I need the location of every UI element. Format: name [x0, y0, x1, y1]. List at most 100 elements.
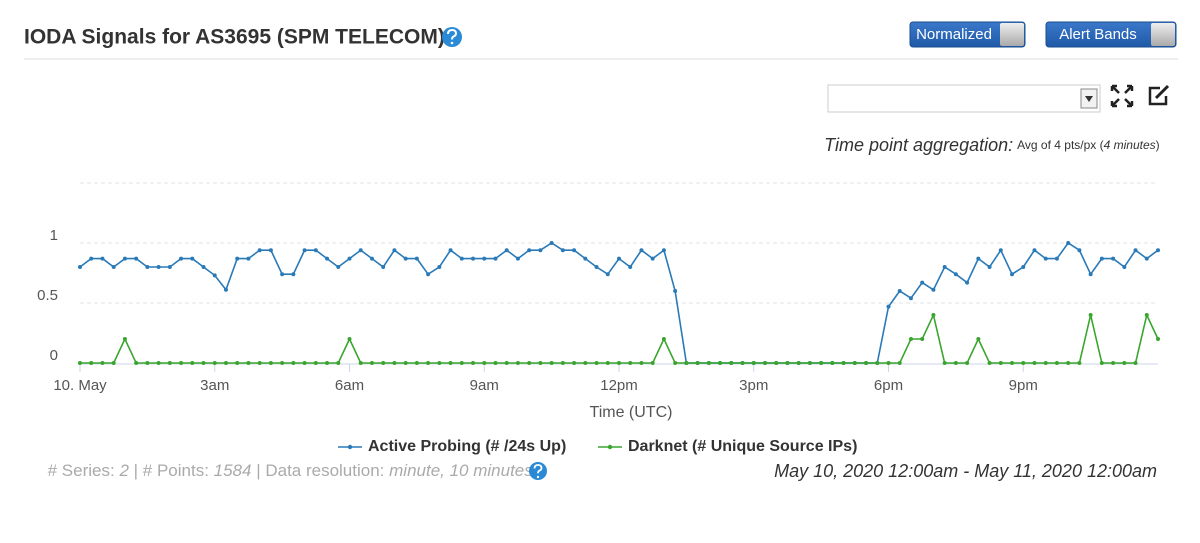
data-point: [976, 337, 981, 341]
data-point: [268, 248, 273, 253]
data-point: [1088, 272, 1093, 277]
data-point: [830, 361, 835, 365]
data-point: [459, 361, 464, 365]
legend-item: Darknet (# Unique Source IPs): [598, 438, 857, 455]
data-point: [560, 361, 565, 365]
help-icon[interactable]: [442, 27, 462, 47]
chart: 0 0.5 1 10. May 3am 6am 9am 12pm 3pm 6pm 9pm Time (…: [37, 182, 1160, 455]
data-point: [583, 256, 588, 261]
data-point: [920, 280, 925, 285]
data-point: [864, 361, 869, 365]
data-point: [1111, 256, 1116, 261]
data-point: [965, 361, 970, 365]
data-point: [122, 256, 127, 261]
data-point: [100, 361, 105, 365]
data-point: [560, 248, 565, 253]
data-point: [1066, 361, 1071, 365]
data-point: [796, 361, 801, 365]
data-point: [1122, 265, 1127, 269]
dropdown[interactable]: [827, 84, 1101, 113]
data-point: [459, 256, 464, 261]
data-point: [403, 256, 408, 261]
data-point: [1054, 256, 1059, 261]
data-point: [111, 361, 116, 365]
data-point: [392, 248, 397, 253]
data-point: [684, 361, 689, 365]
data-point: [414, 256, 419, 261]
legend-item: Active Probing (# /24s Up): [338, 438, 566, 455]
data-point: [695, 361, 700, 365]
data-point: [426, 361, 431, 365]
data-point: [201, 361, 206, 365]
data-point: [931, 313, 936, 317]
resolution-label: | Data resolution:: [251, 461, 389, 480]
data-point: [493, 361, 498, 365]
fullscreen-icon[interactable]: [1110, 84, 1134, 108]
data-point: [325, 256, 330, 261]
y-tick-label: 0: [50, 347, 58, 364]
data-point: [89, 256, 94, 261]
data-point: [111, 265, 116, 269]
data-point: [235, 256, 240, 261]
data-point: [987, 361, 992, 365]
data-point: [167, 265, 172, 269]
data-point: [156, 361, 161, 365]
data-point: [706, 361, 711, 365]
data-point: [212, 361, 217, 365]
data-point: [886, 361, 891, 365]
normalized-toggle[interactable]: Normalized: [909, 21, 1026, 48]
edit-icon[interactable]: [1148, 84, 1170, 106]
data-point: [1144, 313, 1149, 317]
data-point: [1133, 248, 1138, 253]
data-point: [886, 304, 891, 309]
data-point: [774, 361, 779, 365]
data-point: [167, 361, 172, 365]
help-icon[interactable]: [529, 462, 547, 480]
data-point: [1156, 337, 1160, 341]
data-point: [369, 361, 374, 365]
data-point: [617, 361, 621, 365]
data-point: [908, 296, 913, 301]
data-point: [1077, 361, 1082, 365]
data-point: [605, 272, 610, 277]
data-point: [381, 361, 386, 365]
data-point: [639, 248, 644, 253]
data-point: [1066, 241, 1071, 245]
data-point: [931, 287, 936, 292]
data-point: [313, 248, 318, 253]
data-point: [617, 256, 621, 261]
aggregation: Time point aggregation: Avg of 4 pts/px (…: [802, 135, 1173, 155]
data-point: [605, 361, 610, 365]
data-point: [1111, 361, 1116, 365]
data-point: [280, 361, 285, 365]
x-tick-label: 3pm: [739, 377, 768, 394]
data-point: [78, 265, 82, 269]
data-point: [527, 248, 532, 253]
data-point: [998, 361, 1003, 365]
data-point: [448, 361, 453, 365]
data-point: [515, 361, 520, 365]
x-tick-label: 6pm: [874, 377, 903, 394]
aggregation-label: Time point aggregation:: [824, 135, 1013, 155]
data-point: [1043, 256, 1048, 261]
data-point: [223, 361, 228, 365]
data-point: [785, 361, 790, 365]
data-point: [1144, 256, 1149, 261]
alert-bands-toggle[interactable]: Alert Bands: [1045, 21, 1177, 48]
data-point: [875, 361, 880, 365]
aggregation-text: Avg of 4 pts/px (: [1017, 138, 1104, 152]
data-point: [1133, 361, 1138, 365]
data-point: [437, 361, 442, 365]
data-point: [515, 256, 520, 261]
data-point: [493, 256, 498, 261]
data-point: [313, 361, 318, 365]
data-point: [965, 280, 970, 285]
data-point: [381, 265, 386, 269]
data-point: [751, 361, 756, 365]
data-point: [1054, 361, 1059, 365]
data-point: [1122, 361, 1127, 365]
data-point: [572, 248, 577, 253]
data-point: [583, 361, 588, 365]
data-point: [998, 248, 1003, 253]
